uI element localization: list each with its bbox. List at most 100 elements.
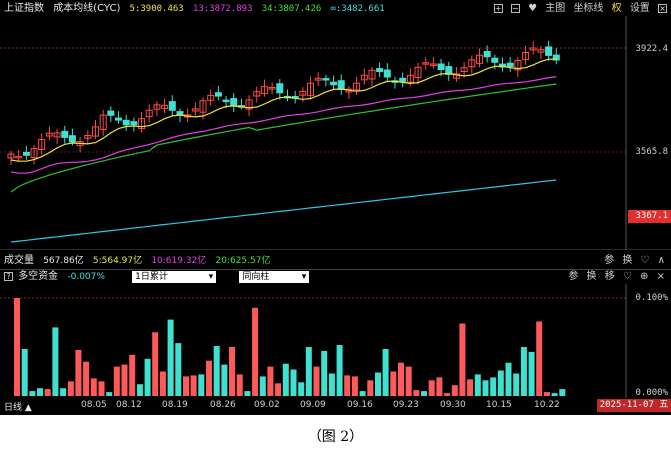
fund-flow-bar <box>543 392 550 396</box>
candle-body <box>383 69 391 78</box>
period-dropdown[interactable]: 1日累计 ▾ <box>132 271 217 283</box>
fund-flow-bar <box>559 389 566 396</box>
index-name[interactable]: 上证指数 <box>4 3 44 14</box>
rights-button[interactable]: 权 <box>611 3 622 14</box>
volume-header: 成交量 567.86亿 5:564.97亿 10:619.32亿 20:625.… <box>0 254 671 268</box>
ma34-line <box>10 83 557 193</box>
fund-flow-bar <box>413 390 420 396</box>
settings-button[interactable]: 设置 <box>629 3 650 14</box>
candle-body <box>399 77 407 82</box>
fund-flow-bar <box>60 388 67 396</box>
fund-flow-bar <box>328 373 335 396</box>
fund-zoom-icon[interactable]: ⊕ <box>640 271 649 282</box>
fund-flow-bar <box>436 377 443 396</box>
fund-flow-bar <box>513 373 520 396</box>
figure-caption: （图 2） <box>307 429 364 445</box>
ma5-value: 5:3900.463 <box>129 4 184 14</box>
close-button[interactable]: × <box>658 4 667 13</box>
candle-body <box>99 114 107 130</box>
candle-body <box>68 135 76 143</box>
candle-body <box>414 66 422 79</box>
candle-body <box>307 82 314 96</box>
fund-heart-icon[interactable]: ♡ <box>622 271 632 282</box>
candle-body <box>53 132 61 138</box>
candle-body <box>337 80 345 90</box>
main-chart-header: 上证指数 成本均线(CYC) 5:3900.463 13:3872.893 34… <box>0 2 671 16</box>
ma5-line <box>10 58 557 162</box>
date-tick-label: 10.15 <box>486 400 512 410</box>
fund-close-icon[interactable]: × <box>656 271 665 282</box>
fund-flow-bar <box>482 380 489 396</box>
candle-body <box>168 101 176 111</box>
coordinate-line-button[interactable]: 坐标线 <box>573 3 604 14</box>
fund-flow-bar <box>175 343 182 396</box>
candle-body <box>429 63 437 67</box>
fund-flow-bar <box>206 360 212 396</box>
fund-flow-bar <box>282 363 289 396</box>
candle-body <box>61 130 69 138</box>
ma-inf-line <box>10 179 557 243</box>
fund-flow-bar <box>305 347 312 396</box>
fund-flow-bar <box>75 349 82 396</box>
candle-body <box>253 91 261 97</box>
candle-body <box>138 118 146 130</box>
candle-body <box>545 46 553 56</box>
fund-flow-bar <box>313 366 320 396</box>
fund-flow-bar <box>505 362 512 396</box>
candle-body <box>38 139 46 150</box>
fund-switch-button[interactable]: 换 <box>586 271 597 282</box>
fund-flow-bar <box>83 361 90 396</box>
volume-ma20: 20:625.57亿 <box>215 256 271 266</box>
fund-flow-bar <box>421 391 427 396</box>
candle-body <box>368 69 376 80</box>
zoom-in-button[interactable]: + <box>493 4 503 13</box>
ma34-value: 34:3807.426 <box>261 4 322 14</box>
period-text: 日线 <box>4 403 23 413</box>
help-icon[interactable]: ? <box>4 272 13 281</box>
fund-flow-bar <box>113 366 120 396</box>
volume-params-button[interactable]: 参 <box>604 255 615 266</box>
zoom-out-button[interactable]: − <box>510 4 520 13</box>
fund-flow-bar <box>275 383 282 396</box>
fund-flow-toolbar: 参 换 移 ♡ ⊕ × <box>563 270 665 284</box>
fund-flow-bar <box>229 347 235 396</box>
candle-body <box>437 63 445 70</box>
ma13-value: 13:3872.893 <box>192 4 253 14</box>
fund-move-button[interactable]: 移 <box>604 271 615 282</box>
volume-label[interactable]: 成交量 <box>4 255 34 266</box>
fund-flow-bar <box>390 371 397 396</box>
volume-heart-icon[interactable]: ♡ <box>640 255 650 266</box>
volume-ma5: 5:564.97亿 <box>92 256 143 266</box>
main-chart-button[interactable]: 主图 <box>545 3 566 14</box>
chevron-down-icon: ▾ <box>208 272 214 282</box>
fund-flow-bar <box>451 385 458 396</box>
fund-params-button[interactable]: 参 <box>568 271 579 282</box>
fund-flow-bar-chart[interactable] <box>0 284 671 398</box>
date-tick-label: 09.02 <box>254 400 280 410</box>
volume-expand-icon[interactable]: ∧ <box>657 255 665 266</box>
current-date-tag: 2025-11-07 五 <box>597 399 671 412</box>
candle-body <box>176 111 184 116</box>
indicator-name[interactable]: 成本均线(CYC) <box>53 3 121 14</box>
candle-body <box>230 98 238 107</box>
ma13-line <box>10 76 557 174</box>
fund-flow-label[interactable]: 多空资金 <box>18 271 59 282</box>
fund-flow-bar <box>44 389 51 396</box>
fund-flow-bar <box>52 327 59 396</box>
candle-body <box>445 66 453 75</box>
volume-switch-button[interactable]: 换 <box>622 255 633 266</box>
candle-body <box>153 104 161 110</box>
candle-body <box>376 68 384 72</box>
mode-dropdown[interactable]: 同向柱 ▾ <box>239 271 310 283</box>
candlestick-chart[interactable] <box>0 16 671 250</box>
favorite-heart-icon[interactable]: ♥ <box>528 3 538 14</box>
fund-flow-bar <box>129 354 136 396</box>
mode-dropdown-value: 同向柱 <box>242 272 270 282</box>
fund-flow-bar <box>290 369 297 396</box>
period-label[interactable]: 日线 ▲ <box>4 403 32 413</box>
fund-flow-bar <box>490 377 497 396</box>
candle-body <box>468 59 476 68</box>
candle-body <box>537 49 545 53</box>
candle-body <box>360 74 368 81</box>
fund-flow-bar <box>221 364 228 396</box>
